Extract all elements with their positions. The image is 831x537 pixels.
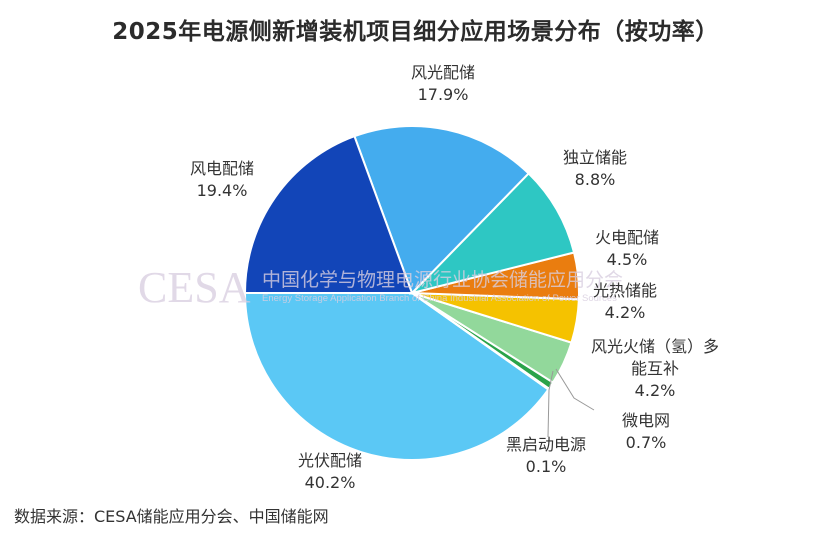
pie-slice-1: [243, 134, 414, 294]
slice-label-8: 黑启动电源: [506, 435, 586, 454]
chart-title: 2025年电源侧新增装机项目细分应用场景分布（按功率）: [112, 19, 719, 45]
slice-value-5: 4.2%: [605, 303, 646, 322]
source-note: 数据来源：CESA储能应用分会、中国储能网: [14, 507, 329, 526]
pie-slices: [243, 125, 580, 461]
slice-label-6: 风光火储（氢）多: [591, 337, 719, 356]
slice-value-4: 4.5%: [607, 250, 648, 269]
slice-value-1: 19.4%: [197, 181, 248, 200]
slice-value-8: 0.1%: [526, 457, 567, 476]
watermark-org-en: Energy Storage Application Branch of Chi…: [262, 293, 617, 304]
watermark-logo: CESA: [138, 263, 251, 312]
pie-slice-0: [243, 292, 550, 461]
watermark-org-cn: 中国化学与物理电源行业协会储能应用分会: [262, 269, 623, 291]
leader-lines: [547, 368, 595, 438]
slice-label-0: 光伏配储: [298, 451, 362, 470]
slice-label-3: 独立储能: [563, 148, 627, 167]
pie-slice-3: [408, 172, 576, 295]
leader-line-7: [555, 368, 595, 411]
leader-line-8: [547, 370, 554, 438]
slice-value-3: 8.8%: [575, 170, 616, 189]
slice-value-6: 4.2%: [635, 381, 676, 400]
slice-label-5: 光热储能: [593, 281, 657, 300]
slice-value-2: 17.9%: [418, 85, 469, 104]
pie-slice-2: [353, 125, 531, 295]
slice-label-2: 风光配储: [411, 63, 475, 82]
slice-value-0: 40.2%: [305, 473, 356, 492]
slice-value-7: 0.7%: [626, 433, 667, 452]
slice-label-7: 微电网: [622, 411, 670, 430]
slice-label-1: 风电配储: [190, 159, 254, 178]
slice-labels: 光伏配储 40.2% 风电配储 19.4% 风光配储 17.9% 独立储能 8.8% 火电配储 4…: [190, 63, 719, 492]
slice-label-4: 火电配储: [595, 228, 659, 247]
slice-label-6-line2: 能互补: [631, 359, 679, 378]
watermark: CESA 中国化学与物理电源行业协会储能应用分会 Energy Storage …: [138, 263, 623, 312]
